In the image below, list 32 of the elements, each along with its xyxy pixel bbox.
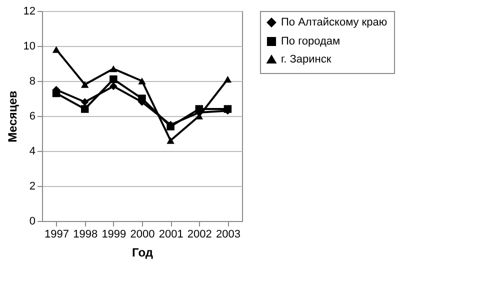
x-axis-title: Год — [132, 246, 154, 260]
x-tick-label: 2001 — [158, 228, 184, 240]
y-tick-label: 8 — [29, 76, 36, 88]
x-tick-label: 2003 — [216, 228, 240, 240]
point — [52, 46, 60, 53]
legend-label: По Алтайскому краю — [281, 16, 388, 28]
point — [52, 89, 60, 98]
legend-label: г. Заринск — [281, 54, 332, 66]
point — [80, 81, 89, 88]
point — [166, 137, 174, 144]
point — [80, 98, 89, 106]
point — [138, 78, 146, 84]
x-tick-label: 1998 — [73, 228, 98, 240]
point — [110, 65, 118, 72]
x-tick-label: 1999 — [102, 228, 126, 240]
y-tick-label: 6 — [29, 110, 36, 122]
y-tick-label: 4 — [29, 146, 36, 158]
y-tick-label: 12 — [23, 6, 36, 18]
legend-label: По городам — [281, 36, 340, 48]
x-tick-label: 1997 — [44, 228, 70, 240]
y-tick-label: 2 — [29, 180, 36, 192]
x-tick-label: 2000 — [130, 228, 155, 240]
y-tick-label: 0 — [29, 216, 36, 228]
point — [110, 75, 118, 84]
y-axis-title: Месяцев — [5, 90, 20, 142]
y-tick-label: 10 — [23, 40, 36, 52]
point — [110, 82, 118, 90]
point — [224, 76, 232, 83]
point — [80, 105, 89, 113]
point — [195, 105, 204, 113]
x-tick-label: 2002 — [187, 228, 212, 240]
point — [138, 94, 146, 102]
